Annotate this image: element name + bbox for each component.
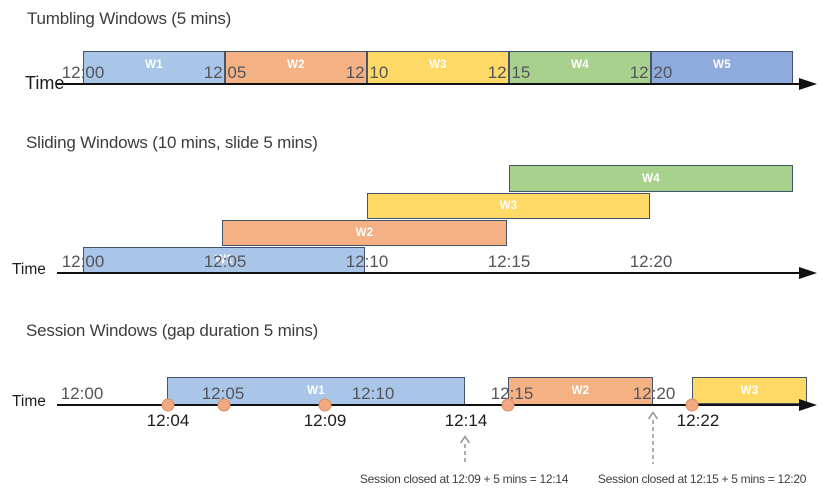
- event-dot: [685, 398, 699, 412]
- sliding-window-w1: W1: [83, 247, 365, 273]
- session-annotation-1: Session closed at 12:09 + 5 mins = 12:14: [359, 472, 569, 486]
- timeline-arrowhead-icon: [799, 77, 817, 90]
- event-time-label: 12:09: [303, 411, 347, 430]
- window-label: W2: [571, 385, 590, 397]
- session-tick: 12:20: [632, 384, 676, 403]
- tumbling-window-w3: W3: [367, 51, 509, 84]
- window-label: W1: [307, 385, 325, 397]
- tumbling-tick: 12:10: [345, 63, 389, 82]
- session-section-title: Session Windows (gap duration 5 mins): [26, 321, 319, 340]
- sliding-window-w2: W2: [222, 220, 507, 246]
- sliding-time-label: Time: [12, 261, 46, 278]
- sliding-window-w3: W3: [367, 193, 650, 219]
- tumbling-tick: 12:20: [629, 63, 673, 82]
- session-timeline: [57, 403, 802, 407]
- event-time-label: 12:22: [676, 411, 720, 430]
- session-tick: 12:10: [351, 384, 395, 403]
- window-label: W5: [713, 59, 731, 71]
- session-tick: 12:15: [490, 384, 534, 403]
- window-label: W1: [215, 254, 233, 266]
- sliding-window-w4: W4: [509, 165, 793, 192]
- session-tick: 12:05: [201, 384, 245, 403]
- event-dot: [501, 398, 515, 412]
- tumbling-time-label: Time: [25, 73, 65, 93]
- event-dot: [161, 398, 175, 412]
- tumbling-window-w1: W1: [83, 51, 225, 84]
- session-window-w3: W3: [692, 377, 807, 404]
- sliding-timeline: [57, 271, 802, 275]
- tumbling-timeline: [57, 82, 802, 86]
- session-time-label: Time: [12, 393, 46, 410]
- window-label: W3: [499, 200, 518, 212]
- window-label: W1: [145, 59, 163, 71]
- timeline-arrowhead-icon: [799, 398, 817, 411]
- tumbling-tick: 12:00: [61, 63, 105, 82]
- event-time-label: 12:14: [444, 411, 488, 430]
- tumbling-tick: 12:05: [203, 63, 247, 82]
- tumbling-tick: 12:15: [487, 63, 531, 82]
- annotation-arrow-icon: [459, 435, 471, 464]
- event-dot: [318, 398, 332, 412]
- session-annotation-2: Session closed at 12:15 + 5 mins = 12:20: [597, 472, 807, 486]
- event-time-label: 12:04: [146, 411, 190, 430]
- tumbling-window-w5: W5: [651, 51, 793, 84]
- sliding-tick: 12:00: [61, 252, 105, 271]
- window-label: W2: [287, 59, 305, 71]
- annotation-arrow-icon: [647, 411, 659, 464]
- window-label: W3: [740, 384, 759, 397]
- sliding-tick: 12:20: [629, 252, 673, 271]
- session-tick: 12:00: [60, 384, 104, 403]
- window-label: W2: [355, 227, 374, 239]
- window-label: W4: [571, 59, 589, 71]
- window-label: W4: [642, 172, 660, 185]
- timeline-arrowhead-icon: [799, 266, 817, 279]
- sliding-tick: 12:15: [487, 252, 531, 271]
- sliding-tick: 12:10: [345, 252, 389, 271]
- session-window-w2: W2: [508, 377, 653, 405]
- sliding-section-title: Sliding Windows (10 mins, slide 5 mins): [26, 133, 318, 152]
- session-window-w1: W1: [167, 377, 465, 405]
- event-dot: [217, 398, 231, 412]
- tumbling-section-title: Tumbling Windows (5 mins): [27, 9, 232, 28]
- window-label: W3: [429, 59, 447, 71]
- sliding-tick: 12:05: [203, 252, 247, 271]
